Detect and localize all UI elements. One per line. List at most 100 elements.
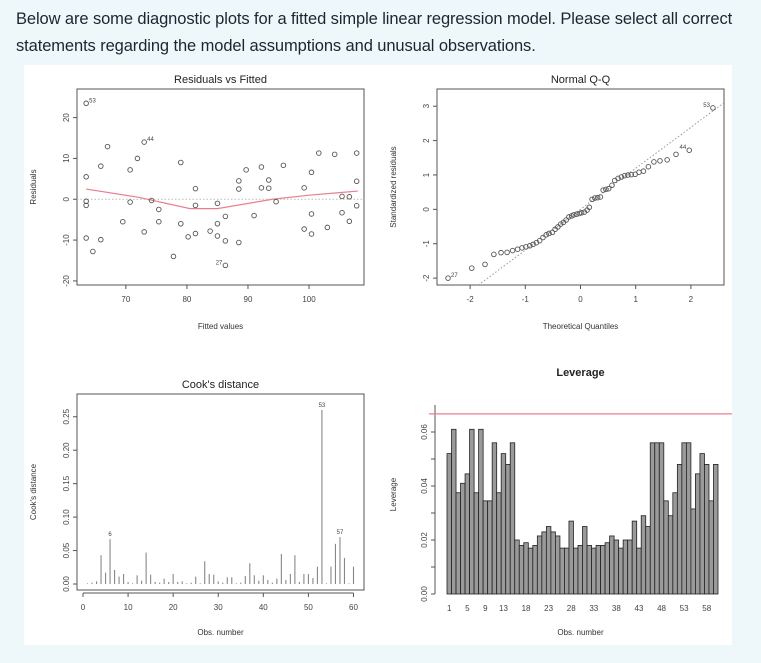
x-tick-label: -1 (522, 295, 530, 304)
leverage-bar (713, 463, 719, 595)
data-point (222, 213, 229, 220)
data-point (592, 195, 598, 201)
data-point (625, 172, 631, 178)
x-tick-label: 0 (578, 295, 583, 304)
x-tick-label: 18 (522, 604, 531, 613)
data-point (280, 162, 287, 169)
leverage-bar (627, 539, 633, 595)
normal-qq-plot: Normal Q-Q Theoretical Quantiles Standardi… (389, 74, 725, 331)
y-tick-label: 0.00 (420, 586, 429, 602)
y-tick-label: 0.10 (62, 509, 71, 525)
y-tick-label: 0.00 (62, 576, 71, 592)
data-point (353, 178, 360, 185)
x-tick-label: 53 (680, 604, 689, 613)
data-point (251, 212, 257, 219)
x-tick-label: 28 (567, 604, 576, 613)
leverage-bar (518, 544, 525, 595)
leverage-bar (645, 526, 651, 595)
data-point (98, 236, 104, 243)
data-point (651, 159, 657, 165)
data-point (621, 172, 628, 179)
point-label: 27 (216, 260, 223, 266)
data-point (83, 235, 89, 241)
diagnostic-plots-canvas: Residuals vs Fitted Fitted values Residual… (29, 74, 732, 637)
data-point (83, 174, 89, 180)
y-tick-label: 0 (62, 196, 71, 201)
data-point (594, 194, 601, 201)
data-point (243, 167, 249, 173)
point-label: 57 (337, 530, 344, 536)
x-axis-label: Obs. number (197, 628, 244, 637)
data-point (571, 212, 577, 218)
smoother-line (86, 188, 358, 210)
data-point (316, 150, 322, 156)
point-label: 44 (147, 137, 154, 143)
qq-reference-line (478, 102, 725, 286)
data-point (710, 105, 716, 111)
data-point (549, 229, 556, 236)
x-tick-label: 40 (259, 603, 268, 612)
data-point (353, 150, 360, 156)
data-point (222, 262, 229, 269)
data-point (573, 211, 580, 217)
leverage-bar (690, 508, 696, 595)
data-point (308, 211, 315, 217)
y-tick-label: -20 (62, 275, 71, 287)
data-point (605, 185, 612, 192)
data-point (301, 226, 307, 232)
data-point (469, 265, 475, 271)
y-tick-label: 3 (422, 103, 431, 108)
x-tick-label: 90 (244, 295, 253, 304)
data-point (609, 182, 615, 189)
leverage-bar (618, 547, 624, 595)
data-point (83, 198, 89, 205)
data-point (156, 218, 162, 225)
x-axis-label: Fitted values (198, 322, 243, 331)
data-point (236, 239, 242, 246)
leverage-bar (532, 544, 538, 595)
x-tick-label: 1 (633, 295, 638, 304)
data-point (491, 251, 497, 258)
data-point (498, 249, 504, 256)
y-axis-label: Residuals (29, 169, 38, 204)
data-point (214, 220, 221, 227)
y-axis-label: Standardized residuals (389, 146, 398, 227)
leverage-bar (509, 442, 516, 595)
data-point (104, 143, 111, 150)
data-point (636, 169, 642, 175)
data-point (127, 199, 133, 205)
data-point (615, 175, 621, 182)
data-point (603, 186, 609, 193)
leverage-bar (667, 515, 674, 595)
leverage-bar (672, 492, 678, 595)
leverage-bar (649, 442, 656, 595)
leverage-bar (586, 544, 592, 595)
data-point (178, 220, 184, 227)
data-point (664, 157, 670, 163)
x-tick-label: 5 (465, 604, 470, 613)
leverage-bar (451, 428, 457, 595)
data-point (134, 155, 141, 162)
leverage-bar (500, 453, 507, 595)
x-tick-label: 9 (483, 604, 488, 613)
leverage-bar (496, 492, 502, 595)
leverage-bar (609, 535, 615, 595)
x-tick-label: 48 (657, 604, 666, 613)
point-label: 53 (319, 403, 326, 409)
leverage-bar (591, 547, 597, 595)
data-point (536, 237, 543, 244)
data-point (339, 209, 345, 216)
leverage-bar (482, 500, 489, 595)
leverage-bar (455, 492, 461, 595)
data-point (192, 202, 199, 209)
x-axis-label: Theoretical Quantiles (543, 322, 619, 331)
leverage-bar (514, 539, 520, 595)
data-point (482, 261, 488, 268)
data-point (98, 163, 104, 169)
data-point (540, 234, 546, 241)
data-point (353, 203, 360, 209)
data-point (222, 238, 229, 244)
data-point (519, 245, 525, 251)
y-tick-label: 10 (62, 153, 71, 162)
x-tick-label: 38 (612, 604, 621, 613)
